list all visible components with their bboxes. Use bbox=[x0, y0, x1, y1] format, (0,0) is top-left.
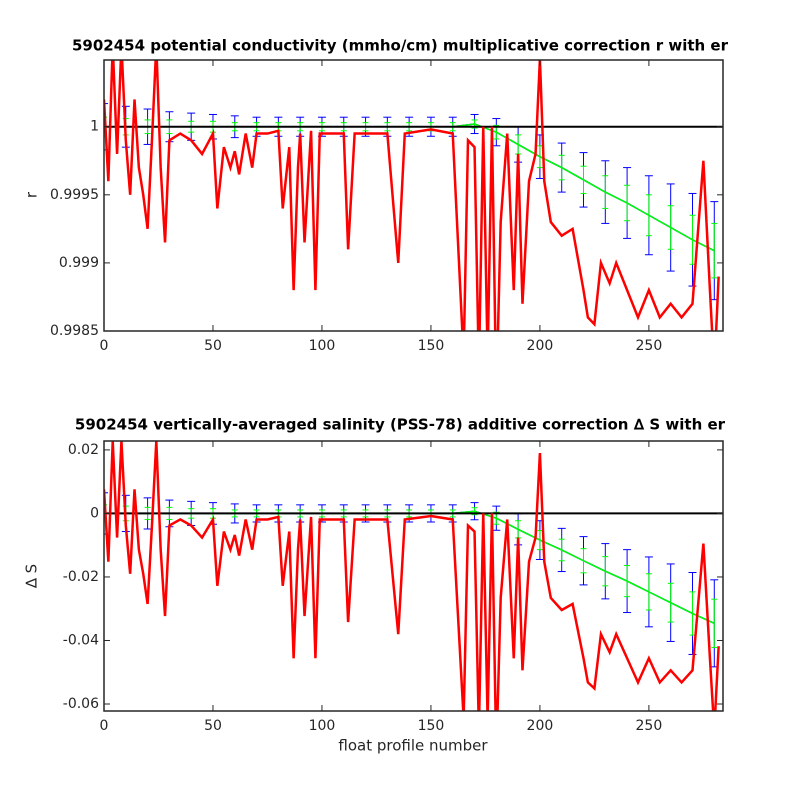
x-tick-label: 200 bbox=[527, 718, 554, 734]
y-axis-label: ∆ S bbox=[23, 564, 41, 589]
chart-title: 5902454 potential conductivity (mmho/cm)… bbox=[72, 37, 729, 55]
x-tick-label: 150 bbox=[418, 338, 445, 354]
y-tick-label: 0.02 bbox=[68, 442, 99, 458]
plot-area bbox=[104, 441, 723, 711]
y-tick-label: 0 bbox=[90, 505, 99, 521]
data-line bbox=[104, 441, 720, 711]
x-axis-label: float profile number bbox=[338, 737, 488, 755]
x-tick-label: 250 bbox=[636, 338, 663, 354]
y-axis-label: r bbox=[23, 191, 41, 198]
y-tick-label: -0.04 bbox=[63, 632, 99, 648]
fit-line bbox=[104, 123, 715, 252]
fit-line bbox=[104, 510, 715, 625]
chart-title: 5902454 vertically-averaged salinity (PS… bbox=[75, 416, 726, 434]
x-tick-label: 50 bbox=[204, 338, 222, 354]
fit-line bbox=[104, 123, 715, 252]
x-tick-label: 0 bbox=[100, 718, 109, 734]
x-tick-label: 100 bbox=[309, 338, 336, 354]
x-tick-label: 250 bbox=[636, 718, 663, 734]
data-line bbox=[104, 60, 720, 331]
x-tick-label: 150 bbox=[418, 718, 445, 734]
y-tick-label: -0.02 bbox=[63, 569, 99, 585]
x-tick-label: 50 bbox=[204, 718, 222, 734]
x-tick-label: 200 bbox=[527, 338, 554, 354]
plot-area bbox=[104, 60, 723, 331]
fit-line bbox=[104, 510, 715, 625]
y-tick-label: 1 bbox=[90, 119, 99, 135]
y-tick-label: 0.999 bbox=[59, 255, 99, 271]
y-tick-label: 0.9985 bbox=[50, 323, 99, 339]
x-tick-label: 0 bbox=[100, 338, 109, 354]
axes-box bbox=[103, 440, 724, 712]
y-tick-label: 0.9995 bbox=[50, 187, 99, 203]
x-tick-label: 100 bbox=[309, 718, 336, 734]
axes-box bbox=[103, 59, 724, 332]
y-tick-label: -0.06 bbox=[63, 696, 99, 712]
